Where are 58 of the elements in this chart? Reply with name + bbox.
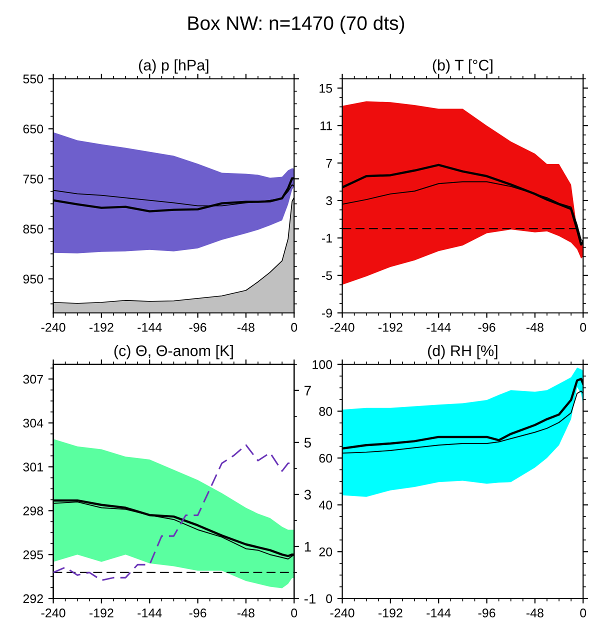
x-tick-label: -96 — [478, 322, 496, 332]
x-tick-label: -192 — [89, 608, 114, 618]
x-tick-label: -96 — [189, 322, 206, 332]
y-tick-label: 20 — [319, 547, 332, 556]
y-tick-label: 40 — [318, 500, 332, 510]
x-tick-label: -144 — [426, 323, 451, 332]
y-tick-label: 292 — [23, 594, 43, 604]
y2-tick-label: 3 — [304, 490, 311, 500]
y-tick-label: 0 — [326, 594, 332, 604]
y-tick-label: 60 — [319, 454, 332, 463]
x-tick-label: -192 — [378, 608, 402, 618]
y-tick-label: -5 — [322, 271, 332, 280]
x-tick-label: -240 — [330, 322, 354, 332]
y-tick-label: 7 — [326, 158, 332, 168]
y-tick-label: 304 — [23, 418, 44, 428]
x-tick-label: -240 — [330, 608, 354, 618]
chart-title: (a) p [hPa] — [138, 59, 208, 74]
x-tick-label: -48 — [526, 608, 544, 618]
chart-title: (d) RH [%] — [428, 344, 498, 360]
x-tick-label: -48 — [237, 608, 254, 618]
x-tick-label: -192 — [378, 322, 402, 332]
y-tick-label: 950 — [23, 274, 44, 284]
y-tick-label: 301 — [23, 462, 43, 472]
x-tick-label: -192 — [89, 322, 114, 332]
y-tick-label: -9 — [322, 308, 332, 318]
y-tick-label: 307 — [23, 374, 43, 384]
y2-tick-label: 1 — [304, 542, 311, 552]
y-tick-label: 550 — [23, 74, 44, 84]
y-tick-label: 11 — [320, 122, 332, 130]
x-tick-label: -240 — [41, 608, 66, 618]
y-tick-label: 850 — [23, 224, 44, 234]
y-tick-label: 295 — [23, 550, 44, 560]
x-tick-label: -144 — [426, 608, 451, 618]
y2-tick-label: -1 — [304, 594, 316, 604]
x-tick-label: 0 — [580, 608, 586, 618]
chart-title: (c) Θ, Θ-anom [K] — [114, 344, 233, 360]
x-tick-label: -144 — [138, 608, 162, 618]
y-tick-label: 750 — [23, 174, 44, 184]
text: Box NW: n=1470 (70 dts) — [188, 16, 404, 34]
y2-tick-label: 5 — [304, 438, 311, 448]
x-tick-label: -48 — [526, 322, 544, 332]
chart-title: (b) T [°C] — [432, 59, 492, 74]
y-tick-label: 100 — [312, 360, 332, 370]
x-tick-label: 0 — [291, 322, 298, 332]
y-tick-label: 3 — [326, 196, 332, 206]
x-tick-label: 0 — [580, 322, 586, 332]
x-tick-label: -48 — [237, 322, 254, 332]
x-tick-label: 0 — [291, 608, 298, 618]
x-tick-label: -144 — [138, 323, 162, 332]
y-tick-label: 80 — [319, 407, 332, 416]
x-tick-label: -96 — [478, 608, 496, 618]
y-tick-label: -1 — [322, 234, 332, 242]
x-tick-label: -240 — [41, 322, 66, 332]
x-tick-label: -96 — [189, 608, 206, 618]
y-tick-label: 15 — [320, 84, 332, 93]
y-tick-label: 650 — [23, 124, 44, 134]
y2-tick-label: 7 — [304, 386, 311, 396]
y-tick-label: 298 — [23, 506, 44, 516]
